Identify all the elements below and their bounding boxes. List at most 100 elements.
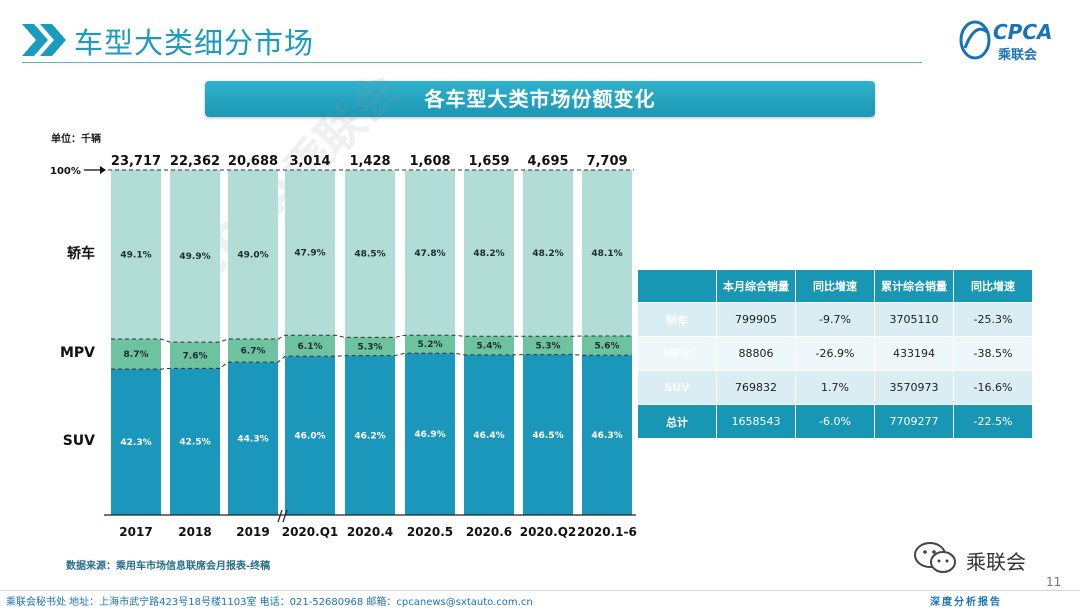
total-label: 1,659 [468,154,509,169]
legend-label-MPV: MPV [60,345,95,361]
x-tick-label: 2020.4 [347,525,393,539]
data-label: 46.4% [473,431,504,441]
total-label: 4,695 [527,154,568,169]
data-label: 46.2% [354,431,385,441]
data-label: 5.3% [358,342,383,352]
x-tick-label: 2020.5 [407,525,453,539]
table-row-header: MPV [637,336,717,371]
table-header-cell: 同比增速 [795,269,875,303]
x-tick-label: 2020.1-6 [577,525,637,539]
data-label: 49.0% [237,251,268,261]
table-cell: 3705110 [874,302,954,337]
table-cell: -22.5% [953,404,1033,439]
data-label: 42.3% [120,438,151,448]
data-label: 5.2% [418,340,443,350]
wechat-label: 乘联会 [966,550,1026,574]
table-cell: 3570973 [874,370,954,405]
bar-segment-轿车 [111,169,161,340]
x-tick-label: 2019 [236,525,269,539]
bar-segment-轿车 [523,170,573,337]
bar-segment-轿车 [170,170,220,343]
data-label: 5.6% [595,342,620,352]
bar-segment-轿车 [405,170,455,336]
table-row-header: SUV [637,370,717,405]
data-label: 48.2% [473,249,504,259]
total-label: 3,014 [289,154,330,169]
data-label: 48.1% [591,249,622,259]
x-tick-label: 2020.Q2 [520,525,577,539]
table-cell: 433194 [874,336,954,371]
legend-label-SUV: SUV [63,433,95,449]
bar-segment-MPV [345,337,395,356]
cpca-logo-icon [959,20,991,60]
total-label: 1,428 [349,154,390,169]
x-tick-label: 2020.6 [466,525,512,539]
footer-bar [0,590,1080,609]
bar-segment-SUV [345,355,395,515]
table-total-row: 总计 1658543 -6.0% 7709277 -22.5% [637,404,1033,439]
bar-segment-MPV [285,335,335,357]
bar-segment-SUV [228,362,278,515]
bar-segment-SUV [582,355,632,515]
table-cell: 7709277 [874,404,954,439]
bar-segment-MPV [523,336,573,355]
bar-segment-SUV [405,353,455,515]
bar-segment-MPV [111,339,161,370]
arrow-head-icon [100,166,106,174]
sales-table: 本月综合销量 同比增速 累计综合销量 同比增速 轿车 799905 -9.7% … [637,269,1033,439]
chevron-right-icon [22,24,66,56]
bar-segment-SUV [111,369,161,515]
table-cell: -26.9% [795,336,875,371]
table-row: SUV 769832 1.7% 3570973 -16.6% [637,370,1033,405]
bar-segment-SUV [170,368,220,515]
page-title: 车型大类细分市场 [74,26,315,60]
stacked-bar-chart: 42.3% 8.7% 49.1% 23,717 2017 42.5% 7.6% 49.9% 22… [50,154,637,539]
connector-line [111,352,632,370]
data-label: 47.8% [414,249,445,259]
bar-segment-SUV [285,356,335,515]
data-label: 49.9% [179,252,210,262]
table-cell: 769832 [716,370,796,405]
bar-segment-轿车 [228,170,278,340]
table-cell: -6.0% [795,404,875,439]
bar-segment-轿车 [345,170,395,338]
table-row-header: 总计 [637,404,717,439]
bar-segment-轿车 [285,170,335,336]
table-cell: 799905 [716,302,796,337]
logo-sub-text: 乘联会 [998,48,1038,63]
table-header-cell: 本月综合销量 [716,269,796,303]
bar-segment-轿车 [464,170,514,337]
bar-segment-SUV [523,354,573,515]
total-label: 20,688 [228,154,278,169]
chart-banner: 各车型大类市场份额变化 [205,81,875,117]
bar-segment-MPV [464,336,514,355]
chart-title: 各车型大类市场份额变化 [424,87,656,111]
table-row: 轿车 799905 -9.7% 3705110 -25.3% [637,302,1033,337]
bar-segment-轿车 [582,170,632,336]
data-label: 46.5% [532,431,563,441]
x-tick-label: 2020.Q1 [282,525,339,539]
unit-label: 单位：千辆 [51,134,101,145]
bar-segment-MPV [582,335,632,356]
legend-label-轿车: 轿车 [67,245,95,262]
x-tick-label: 2017 [119,525,152,539]
total-label: 22,362 [170,154,220,169]
logo-brand-text: CPCA [993,20,1053,44]
data-label: 8.7% [124,350,149,360]
pct-marker-label: 100% [50,166,81,177]
table-cell: -25.3% [953,302,1033,337]
axis-break-mark [282,509,288,523]
axis-break-mark [277,509,283,523]
data-label: 5.3% [536,341,561,351]
data-label: 46.9% [414,430,445,440]
table-header-row: 本月综合销量 同比增速 累计综合销量 同比增速 [637,269,1033,303]
data-label: 47.9% [294,249,325,259]
footer-contact: 乘联会秘书处 地址：上海市武宁路423号18号楼1103室 电话：021-526… [6,597,533,608]
data-label: 6.7% [241,347,266,357]
connector-line [111,334,632,343]
table-cell: 1658543 [716,404,796,439]
bar-segment-MPV [228,339,278,363]
data-label: 48.2% [532,249,563,259]
bar-segment-MPV [405,335,455,354]
table-cell: 1.7% [795,370,875,405]
